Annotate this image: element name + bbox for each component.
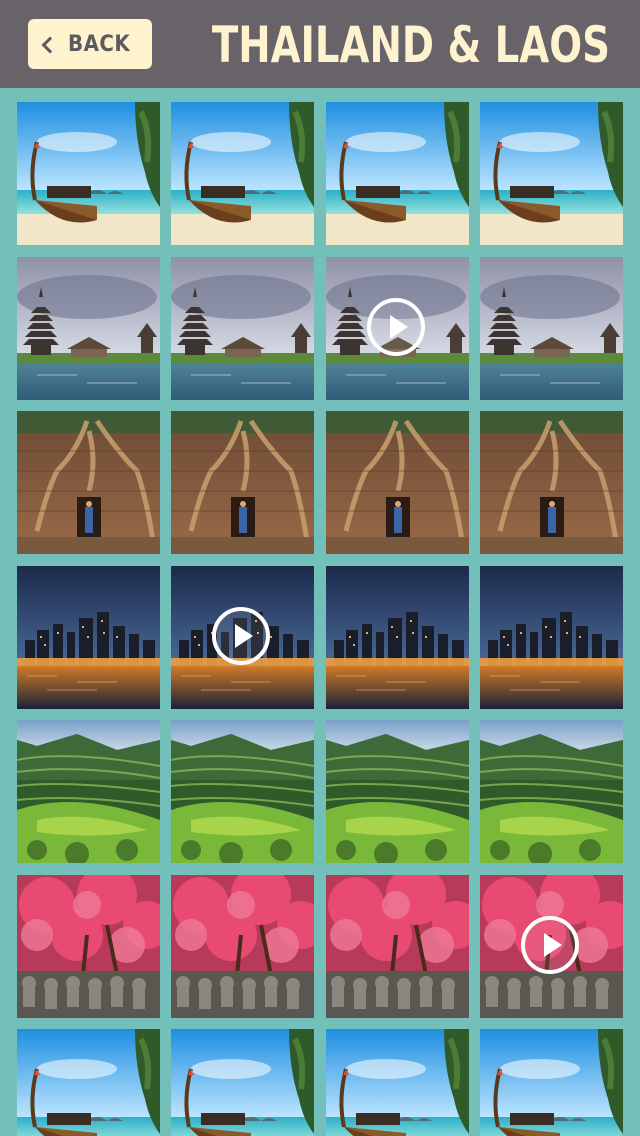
photo-tile[interactable] <box>326 875 469 1018</box>
autumn-garden-photo <box>326 875 469 1018</box>
autumn-garden-photo <box>17 875 160 1018</box>
temple-ruins-photo <box>480 411 623 554</box>
page-title: THAILAND & LAOS <box>211 16 610 74</box>
photo-tile[interactable] <box>326 1029 469 1136</box>
beach-boat-photo <box>480 102 623 245</box>
lake-pagoda-photo <box>17 257 160 400</box>
beach-boat-photo <box>17 1029 160 1136</box>
photo-tile[interactable] <box>326 720 469 863</box>
beach-boat-photo <box>326 1029 469 1136</box>
photo-tile[interactable] <box>326 566 469 709</box>
photo-tile[interactable] <box>480 411 623 554</box>
play-icon[interactable] <box>212 607 270 665</box>
rice-terraces-photo <box>171 720 314 863</box>
photo-tile[interactable] <box>480 720 623 863</box>
chevron-left-icon <box>41 36 59 53</box>
photo-tile[interactable] <box>326 102 469 245</box>
photo-tile[interactable] <box>171 566 314 709</box>
city-skyline-night-photo <box>480 566 623 709</box>
photo-tile[interactable] <box>480 875 623 1018</box>
play-icon[interactable] <box>367 298 425 356</box>
rice-terraces-photo <box>326 720 469 863</box>
photo-tile[interactable] <box>326 257 469 400</box>
beach-boat-photo <box>326 102 469 245</box>
photo-grid <box>0 88 640 1136</box>
photo-tile[interactable] <box>171 1029 314 1136</box>
photo-tile[interactable] <box>171 875 314 1018</box>
photo-tile[interactable] <box>171 102 314 245</box>
city-skyline-night-photo <box>17 566 160 709</box>
photo-tile[interactable] <box>17 875 160 1018</box>
photo-tile[interactable] <box>17 566 160 709</box>
photo-tile[interactable] <box>480 566 623 709</box>
photo-tile[interactable] <box>480 257 623 400</box>
temple-ruins-photo <box>171 411 314 554</box>
lake-pagoda-photo <box>171 257 314 400</box>
rice-terraces-photo <box>480 720 623 863</box>
photo-tile[interactable] <box>17 1029 160 1136</box>
play-icon[interactable] <box>521 916 579 974</box>
temple-ruins-photo <box>326 411 469 554</box>
beach-boat-photo <box>480 1029 623 1136</box>
photo-tile[interactable] <box>480 1029 623 1136</box>
temple-ruins-photo <box>17 411 160 554</box>
photo-tile[interactable] <box>171 720 314 863</box>
header-bar: BACK THAILAND & LAOS <box>0 0 640 88</box>
photo-tile[interactable] <box>17 102 160 245</box>
photo-tile[interactable] <box>480 102 623 245</box>
photo-tile[interactable] <box>17 257 160 400</box>
rice-terraces-photo <box>17 720 160 863</box>
photo-tile[interactable] <box>171 411 314 554</box>
photo-tile[interactable] <box>326 411 469 554</box>
back-button-label: BACK <box>68 31 131 57</box>
photo-tile[interactable] <box>17 411 160 554</box>
beach-boat-photo <box>17 102 160 245</box>
photo-tile[interactable] <box>171 257 314 400</box>
autumn-garden-photo <box>171 875 314 1018</box>
beach-boat-photo <box>171 102 314 245</box>
lake-pagoda-photo <box>480 257 623 400</box>
city-skyline-night-photo <box>326 566 469 709</box>
photo-tile[interactable] <box>17 720 160 863</box>
back-button[interactable]: BACK <box>28 19 152 69</box>
beach-boat-photo <box>171 1029 314 1136</box>
